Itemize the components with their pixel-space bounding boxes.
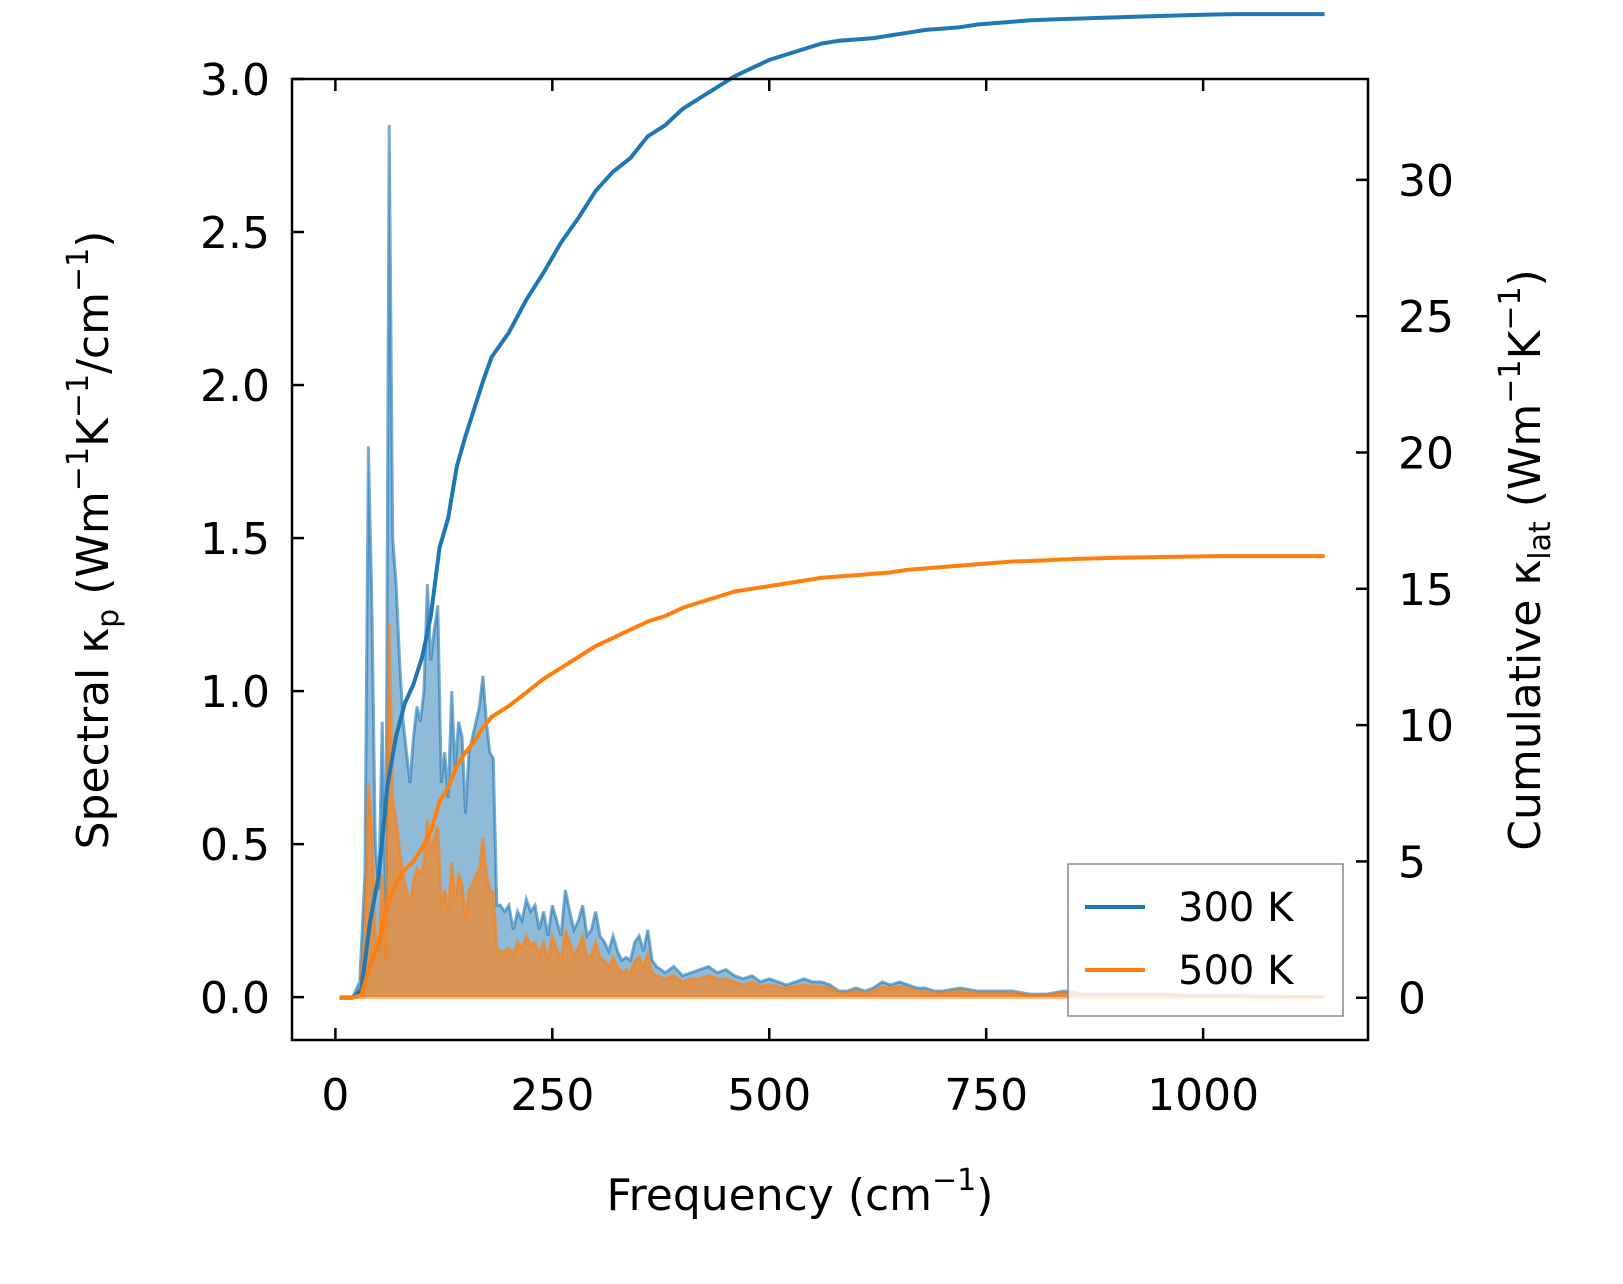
y-left-title-sup1: −1 — [61, 447, 96, 491]
y-left-tick-label: 0.5 — [200, 820, 270, 871]
spectral-line-300K — [339, 124, 1325, 999]
y-right-axis-title: Cumulative κlat (Wm−1K−1) — [1493, 269, 1558, 851]
y-left-title-p2: (Wm — [68, 491, 119, 609]
x-tick-label: 500 — [727, 1070, 811, 1121]
y-right-tick-label: 15 — [1398, 565, 1454, 616]
y-left-tick-label: 2.0 — [200, 361, 270, 412]
y-right-title-p3: K — [1500, 329, 1551, 359]
x-axis-title-end: ) — [976, 1170, 993, 1221]
x-axis-title-main: Frequency (cm — [607, 1170, 933, 1221]
y-right-title-sub1: lat — [1523, 521, 1558, 560]
y-right-tick-label: 30 — [1398, 156, 1454, 207]
x-axis-title-sup: −1 — [932, 1163, 976, 1198]
spectral-fill-500K — [339, 623, 1325, 998]
legend-label-300K: 300 K — [1178, 885, 1295, 931]
legend-box — [1067, 863, 1344, 1017]
y-right-title-sup1: −1 — [1493, 359, 1528, 403]
cumulative-lines — [339, 12, 1325, 1000]
x-axis-ticks: 0 250 500 750 1000 — [321, 79, 1259, 1121]
cumulative-line-500K — [339, 554, 1325, 1000]
legend: 300 K 500 K — [1067, 863, 1344, 1017]
y-left-title-p4: /cm — [68, 292, 119, 374]
y-left-title-sup2: −1 — [61, 374, 96, 418]
y-left-tick-label: 1.5 — [200, 514, 270, 565]
spectral-fills — [339, 124, 1325, 998]
x-tick-label: 250 — [510, 1070, 594, 1121]
y-right-tick-label: 0 — [1398, 974, 1426, 1025]
y-left-title-sup3: −1 — [61, 248, 96, 292]
y-left-tick-label: 1.0 — [200, 667, 270, 718]
y-left-tick-label: 3.0 — [200, 55, 270, 106]
y-left-title-p5: ) — [68, 231, 119, 248]
y-right-title-p2: (Wm — [1500, 404, 1551, 522]
x-tick-label: 750 — [944, 1070, 1028, 1121]
y-left-title-p1: Spectral κ — [68, 628, 119, 850]
plot-area — [339, 12, 1325, 1000]
spectral-line-500K — [339, 623, 1325, 999]
y-right-tick-label: 25 — [1398, 292, 1454, 343]
y-right-axis-ticks: 0 5 10 15 20 25 30 — [1356, 156, 1454, 1025]
legend-label-500K: 500 K — [1178, 948, 1295, 994]
axes-frame — [290, 77, 1370, 1042]
y-left-title-p3: K — [68, 417, 119, 447]
y-left-title-sub1: p — [91, 609, 126, 628]
y-left-tick-label: 2.5 — [200, 208, 270, 259]
cumulative-line-300K — [339, 12, 1325, 1000]
y-right-tick-label: 10 — [1398, 701, 1454, 752]
y-right-tick-label: 5 — [1398, 837, 1426, 888]
y-left-axis-title: Spectral κp (Wm−1K−1/cm−1) — [61, 231, 126, 850]
y-left-axis-ticks: 0.0 0.5 1.0 1.5 2.0 2.5 3.0 — [200, 55, 304, 1024]
x-tick-label: 1000 — [1147, 1070, 1259, 1121]
x-axis-title: Frequency (cm−1) — [607, 1163, 994, 1221]
y-left-tick-label: 0.0 — [200, 973, 270, 1024]
y-right-title-p4: ) — [1500, 269, 1551, 286]
y-right-tick-label: 20 — [1398, 428, 1454, 479]
y-right-title-p1: Cumulative κ — [1500, 560, 1551, 851]
x-tick-label: 0 — [321, 1070, 349, 1121]
y-right-title-sup2: −1 — [1493, 286, 1528, 330]
